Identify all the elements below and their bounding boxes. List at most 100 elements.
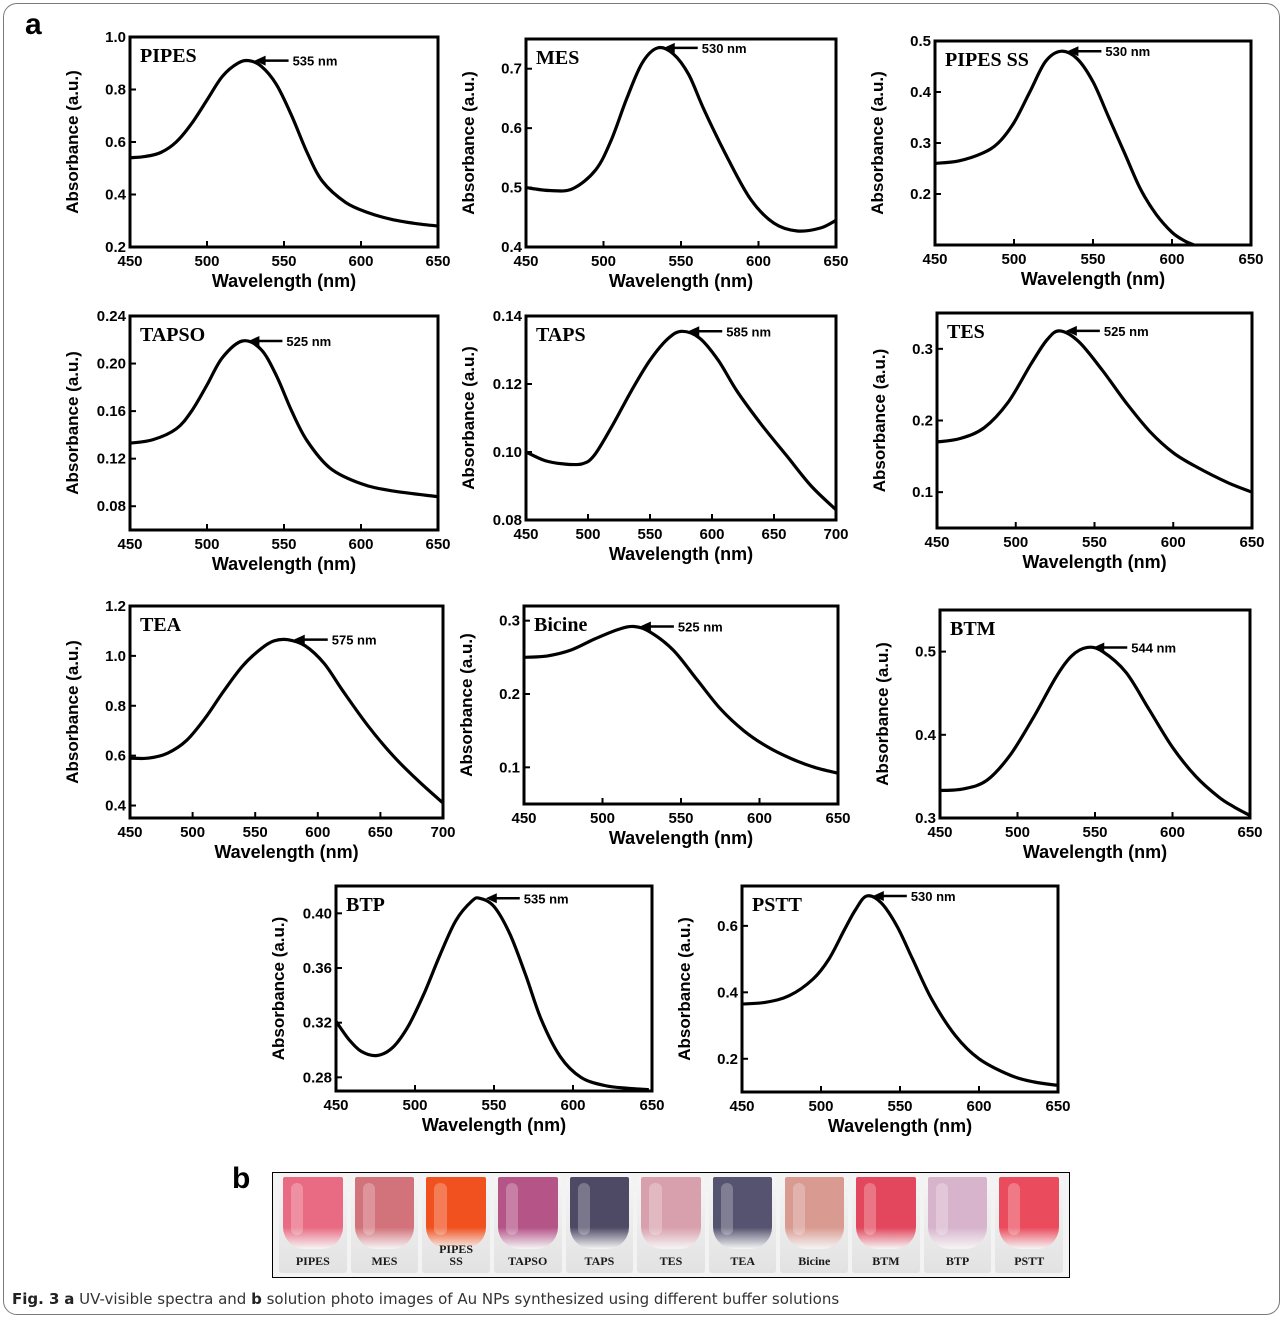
chart-title: TES bbox=[947, 321, 985, 343]
peak-arrow-head bbox=[1093, 642, 1105, 653]
peak-annotation: 525 nm bbox=[1104, 324, 1149, 339]
peak-arrow-head bbox=[872, 890, 884, 901]
y-tick-label: 0.3 bbox=[912, 341, 933, 358]
peak-arrow-head bbox=[639, 621, 651, 632]
x-tick-label: 600 bbox=[1160, 824, 1185, 841]
peak-annotation: 585 nm bbox=[726, 324, 771, 339]
spectrum-line bbox=[525, 45, 837, 233]
y-tick-label: 0.6 bbox=[105, 748, 126, 765]
x-tick-label: 500 bbox=[808, 1098, 833, 1115]
plot-frame bbox=[740, 884, 1060, 1094]
y-axis-label: Absorbance (a.u.) bbox=[63, 351, 82, 495]
chart-taps: 450 500 550 600 650 700 0.08 0.10 0.12 0.14 Wavele… bbox=[459, 308, 849, 564]
spectrum-line bbox=[939, 645, 1251, 817]
vial-highlight bbox=[792, 1183, 805, 1235]
peak-annotation: 525 nm bbox=[678, 620, 723, 635]
peak-annotation: 535 nm bbox=[524, 891, 569, 906]
y-axis-label: Absorbance (a.u.) bbox=[459, 71, 478, 215]
peak-arrow-head bbox=[485, 893, 497, 904]
x-tick-label: 450 bbox=[117, 824, 142, 841]
x-tick-label: 550 bbox=[1080, 251, 1105, 268]
chart-title: BTP bbox=[346, 894, 385, 916]
x-tick-label: 600 bbox=[966, 1098, 991, 1115]
y-tick-label: 0.5 bbox=[915, 644, 936, 661]
vial-liquid bbox=[784, 1177, 845, 1249]
x-tick-label: 600 bbox=[1161, 534, 1186, 551]
plot-frame bbox=[935, 311, 1254, 530]
peak-arrow-head bbox=[663, 42, 675, 53]
chart-pipes-ss: 450 500 550 600 650 0.2 0.3 0.4 0.5 Wavelength (n… bbox=[868, 33, 1264, 289]
vial-tapso: TAPSO bbox=[493, 1177, 562, 1273]
x-tick-label: 500 bbox=[194, 536, 219, 553]
x-tick-label: 500 bbox=[180, 824, 205, 841]
x-tick-label: 450 bbox=[117, 253, 142, 270]
x-tick-label: 600 bbox=[1159, 251, 1184, 268]
peak-annotation: 530 nm bbox=[702, 41, 747, 56]
spectrum-line bbox=[525, 329, 838, 511]
figure-caption: Fig. 3 a UV-visible spectra and b soluti… bbox=[12, 1290, 1262, 1308]
x-tick-label: 550 bbox=[887, 1098, 912, 1115]
y-tick-label: 0.32 bbox=[303, 1015, 332, 1032]
x-tick-label: 650 bbox=[425, 536, 450, 553]
x-tick-label: 600 bbox=[746, 253, 771, 270]
x-tick-label: 550 bbox=[271, 536, 296, 553]
y-tick-label: 0.8 bbox=[105, 698, 126, 715]
y-axis-label: Absorbance (a.u.) bbox=[873, 642, 892, 786]
chart-tapso: 450 500 550 600 650 0.08 0.12 0.16 0.20 0.24 Wavel… bbox=[63, 308, 451, 574]
vial-highlight bbox=[649, 1183, 662, 1235]
x-tick-label: 600 bbox=[699, 526, 724, 543]
chart-title: TAPS bbox=[536, 324, 586, 346]
vial-liquid bbox=[497, 1177, 558, 1249]
peak-arrow-head bbox=[254, 55, 266, 66]
x-tick-label: 600 bbox=[747, 810, 772, 827]
y-tick-label: 0.4 bbox=[105, 798, 127, 815]
chart-btm: 450 500 550 600 650 0.3 0.4 0.5 Wavelength (nm) A… bbox=[873, 608, 1263, 862]
x-tick-label: 600 bbox=[348, 536, 373, 553]
y-axis-label: Absorbance (a.u.) bbox=[457, 633, 476, 777]
x-tick-label: 550 bbox=[1082, 824, 1107, 841]
peak-annotation: 530 nm bbox=[1105, 44, 1150, 59]
x-axis-label: Wavelength (nm) bbox=[1023, 842, 1167, 862]
y-tick-label: 0.12 bbox=[493, 376, 522, 393]
vial-label: BTP bbox=[945, 1254, 970, 1268]
vial-highlight bbox=[1007, 1183, 1020, 1235]
plot-frame bbox=[334, 884, 654, 1093]
caption-a-label: a bbox=[64, 1290, 75, 1308]
chart-tes: 450 500 550 600 650 0.1 0.2 0.3 Wavelength (nm) A… bbox=[870, 311, 1265, 572]
x-tick-label: 450 bbox=[513, 526, 538, 543]
x-tick-label: 650 bbox=[1237, 824, 1262, 841]
chart-bicine: 450 500 550 600 650 0.1 0.2 0.3 Wavelength (nm) A… bbox=[457, 604, 851, 848]
chart-btp: 450 500 550 600 650 0.28 0.32 0.36 0.40 Wavelengt… bbox=[269, 884, 665, 1135]
x-tick-label: 450 bbox=[323, 1097, 348, 1114]
spectrum-line bbox=[523, 624, 839, 775]
panel-label-a: a bbox=[25, 8, 42, 41]
vial-highlight bbox=[291, 1183, 304, 1235]
y-tick-label: 0.20 bbox=[97, 356, 126, 373]
caption-fig-label: Fig. 3 bbox=[12, 1290, 60, 1308]
x-axis-label: Wavelength (nm) bbox=[609, 828, 753, 848]
vial-liquid bbox=[283, 1177, 343, 1249]
x-tick-label: 650 bbox=[368, 824, 393, 841]
x-axis-label: Wavelength (nm) bbox=[609, 544, 753, 564]
y-axis-label: Absorbance (a.u.) bbox=[868, 71, 887, 215]
x-tick-label: 600 bbox=[560, 1097, 585, 1114]
vial-label: TAPSO bbox=[508, 1254, 548, 1268]
vial-pipes: PIPES bbox=[279, 1177, 347, 1273]
y-tick-label: 0.12 bbox=[97, 451, 126, 468]
y-axis-label: Absorbance (a.u.) bbox=[63, 640, 82, 784]
chart-mes: 450 500 550 600 650 0.4 0.5 0.6 0.7 Wavelength (n… bbox=[459, 37, 849, 291]
x-tick-label: 450 bbox=[927, 824, 952, 841]
vial-liquid bbox=[712, 1177, 773, 1249]
plot-frame bbox=[524, 314, 838, 522]
vial-liquid bbox=[354, 1177, 415, 1249]
x-tick-label: 650 bbox=[761, 526, 786, 543]
peak-arrow-head bbox=[1065, 325, 1077, 336]
x-tick-label: 550 bbox=[481, 1097, 506, 1114]
vial-liquid bbox=[999, 1177, 1059, 1249]
y-tick-label: 0.2 bbox=[912, 413, 933, 430]
vial-label: TES bbox=[659, 1254, 683, 1268]
x-tick-label: 550 bbox=[271, 253, 296, 270]
peak-annotation: 544 nm bbox=[1131, 640, 1176, 655]
chart-title: BTM bbox=[950, 618, 996, 640]
